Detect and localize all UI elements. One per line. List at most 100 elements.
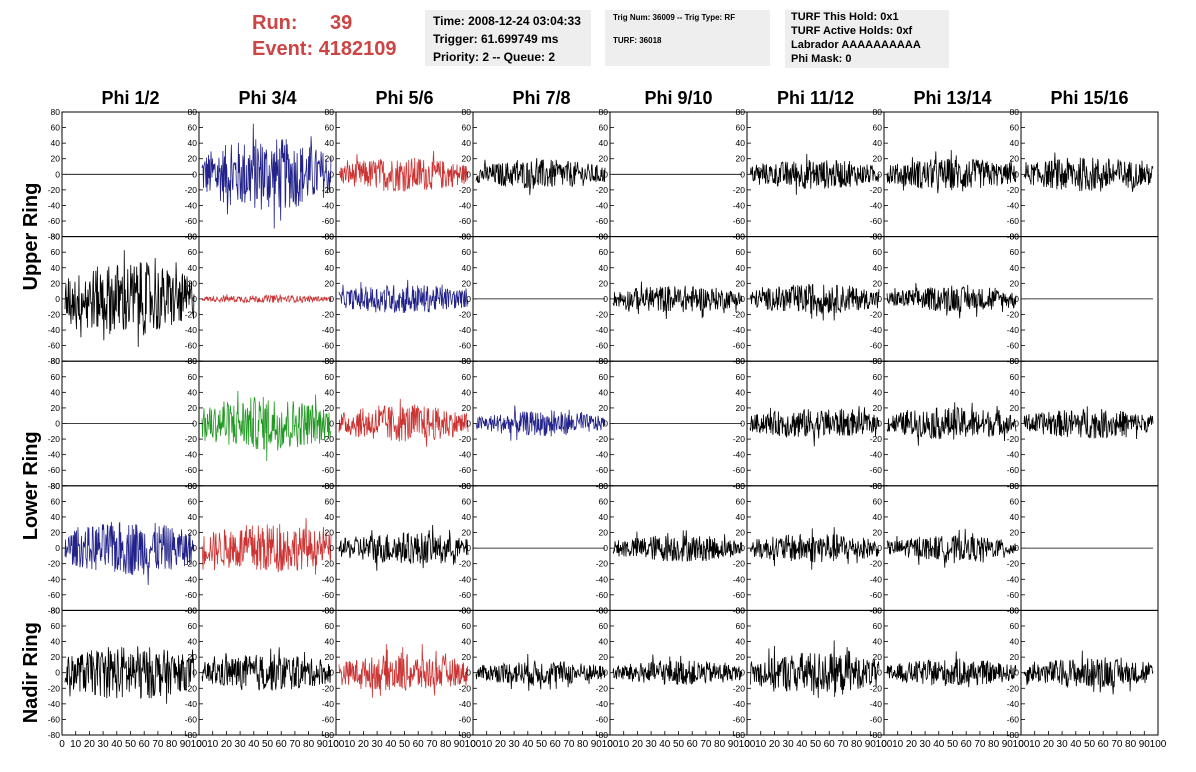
- y-tick-label: 40: [599, 263, 609, 273]
- waveform-line: [1023, 650, 1154, 695]
- waveform-line: [338, 644, 469, 698]
- waveform-line: [612, 281, 743, 319]
- y-tick-label: -20: [596, 434, 609, 444]
- y-tick-label: -60: [596, 714, 609, 724]
- y-tick-label: -20: [185, 434, 198, 444]
- x-tick-label: 90: [591, 739, 603, 750]
- y-tick-label: 0: [1014, 294, 1019, 304]
- waveform-line: [338, 150, 469, 192]
- x-tick-label: 20: [358, 739, 370, 750]
- y-tick-label: 40: [325, 138, 335, 148]
- y-tick-label: 40: [188, 263, 198, 273]
- y-tick-label: -40: [870, 200, 883, 210]
- y-tick-label: 60: [188, 621, 198, 631]
- y-tick-label: 20: [325, 403, 335, 413]
- y-tick-label: -20: [733, 434, 746, 444]
- y-tick-label: -20: [48, 185, 61, 195]
- y-tick-label: 20: [736, 278, 746, 288]
- x-tick-label: 100: [465, 739, 482, 750]
- y-tick-label: 20: [188, 528, 198, 538]
- y-tick-label: -40: [459, 699, 472, 709]
- y-tick-label: 60: [188, 247, 198, 257]
- y-tick-label: -60: [322, 465, 335, 475]
- column-title: Phi 7/8: [512, 88, 570, 108]
- y-tick-label: 60: [873, 123, 883, 133]
- y-tick-label: -60: [1007, 590, 1020, 600]
- y-tick-label: 20: [873, 154, 883, 164]
- x-tick-label: 40: [933, 739, 945, 750]
- y-tick-label: 60: [736, 372, 746, 382]
- y-tick-label: -20: [459, 434, 472, 444]
- y-tick-label: 0: [603, 294, 608, 304]
- y-tick-label: 60: [873, 496, 883, 506]
- column-title: Phi 15/16: [1050, 88, 1128, 108]
- y-tick-label: -20: [459, 559, 472, 569]
- time-info-box: Time: 2008-12-24 03:04:33 Trigger: 61.69…: [425, 10, 591, 66]
- y-tick-label: 20: [736, 528, 746, 538]
- waveform-line: [64, 646, 195, 704]
- run-label: Run:: [252, 12, 298, 34]
- y-tick-label: 80: [188, 605, 198, 615]
- y-tick-label: 0: [55, 543, 60, 553]
- event-value: 4182109: [318, 38, 397, 60]
- y-tick-label: -40: [459, 574, 472, 584]
- y-tick-label: 60: [1010, 496, 1020, 506]
- y-tick-label: 20: [188, 154, 198, 164]
- y-tick-label: 60: [188, 123, 198, 133]
- x-tick-label: 50: [810, 739, 822, 750]
- y-tick-label: 60: [462, 123, 472, 133]
- y-tick-label: -20: [870, 309, 883, 319]
- y-tick-label: 20: [1010, 652, 1020, 662]
- y-tick-label: 0: [877, 419, 882, 429]
- y-tick-label: -40: [870, 450, 883, 460]
- y-tick-label: -20: [459, 185, 472, 195]
- y-tick-label: -60: [185, 341, 198, 351]
- x-tick-label: 100: [1150, 739, 1167, 750]
- y-tick-label: -20: [1007, 185, 1020, 195]
- waveform-line: [612, 654, 743, 686]
- y-tick-label: 40: [1010, 512, 1020, 522]
- x-tick-label: 20: [221, 739, 233, 750]
- x-tick-label: 80: [303, 739, 315, 750]
- y-tick-label: 20: [462, 403, 472, 413]
- y-tick-label: -40: [459, 450, 472, 460]
- x-tick-label: 60: [413, 739, 425, 750]
- x-tick-label: 100: [328, 739, 345, 750]
- y-tick-label: -40: [185, 574, 198, 584]
- y-tick-label: 20: [325, 278, 335, 288]
- x-tick-label: 20: [632, 739, 644, 750]
- y-tick-label: 60: [51, 372, 61, 382]
- y-tick-label: -40: [596, 699, 609, 709]
- y-tick-label: -40: [185, 699, 198, 709]
- y-tick-label: 20: [736, 652, 746, 662]
- y-tick-label: 80: [325, 107, 335, 117]
- x-tick-label: 90: [317, 739, 329, 750]
- trigger-info-box: Trig Num: 36009 -- Trig Type: RF TURF: 3…: [605, 10, 770, 66]
- y-tick-label: -20: [185, 309, 198, 319]
- labrador-line: Labrador AAAAAAAAAA: [791, 39, 921, 51]
- row-group-title: Lower Ring: [20, 431, 42, 540]
- waveform-line: [201, 123, 332, 229]
- y-tick-label: -20: [733, 683, 746, 693]
- y-tick-label: 40: [51, 637, 61, 647]
- waveform-line: [612, 530, 743, 562]
- waveform-line: [886, 528, 1017, 568]
- x-tick-label: 40: [111, 739, 123, 750]
- y-tick-label: 20: [599, 278, 609, 288]
- y-tick-label: 20: [462, 154, 472, 164]
- y-tick-label: 20: [51, 528, 61, 538]
- y-tick-label: -40: [185, 200, 198, 210]
- column-title: Phi 3/4: [238, 88, 296, 108]
- y-tick-label: 20: [1010, 278, 1020, 288]
- y-tick-label: 40: [325, 512, 335, 522]
- y-tick-label: 0: [329, 668, 334, 678]
- x-tick-label: 40: [659, 739, 671, 750]
- y-tick-label: 0: [603, 169, 608, 179]
- y-tick-label: 0: [192, 668, 197, 678]
- y-tick-label: -40: [48, 699, 61, 709]
- run-line: Run: 39: [252, 10, 422, 36]
- column-title: Phi 5/6: [375, 88, 433, 108]
- y-tick-label: -20: [733, 185, 746, 195]
- y-tick-label: 40: [51, 512, 61, 522]
- y-tick-label: -20: [459, 309, 472, 319]
